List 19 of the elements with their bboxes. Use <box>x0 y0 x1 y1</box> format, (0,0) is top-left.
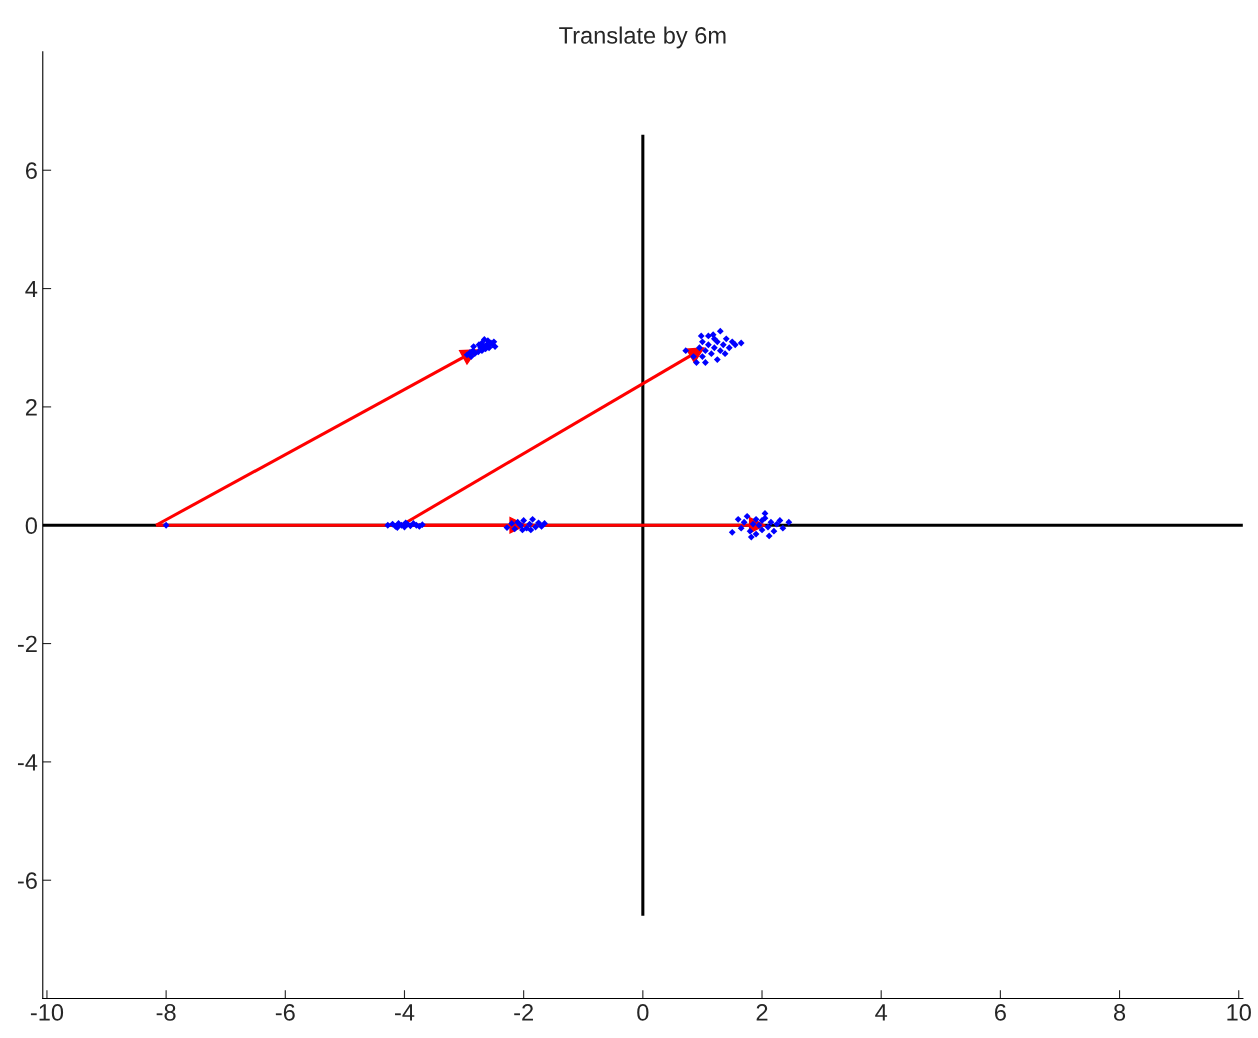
y-tick-label: 4 <box>25 280 38 298</box>
y-tick-label: -4 <box>17 754 38 771</box>
x-tick-label: 0 <box>637 1004 649 1021</box>
x-tick-label: -2 <box>514 1004 533 1021</box>
y-tick-label: 2 <box>25 398 37 416</box>
x-tick-label: 10 <box>1227 1004 1251 1021</box>
y-tick-label: -2 <box>17 635 37 653</box>
x-tick-label: 6 <box>995 1004 1006 1021</box>
y-tick-label: 0 <box>25 517 37 535</box>
y-tick-label: 6 <box>25 162 37 180</box>
x-tick-label: 8 <box>1114 1004 1126 1021</box>
x-tick-label: -10 <box>30 1004 64 1021</box>
y-tick-label: -6 <box>17 872 37 890</box>
x-tick-label: -4 <box>395 1004 415 1021</box>
x-tick-label: 2 <box>756 1004 768 1021</box>
x-tick-label: 4 <box>875 1004 888 1021</box>
x-tick-label: -6 <box>275 1004 295 1021</box>
x-tick-label: -8 <box>156 1004 176 1021</box>
chart-title: Translate by 6m <box>559 26 726 49</box>
